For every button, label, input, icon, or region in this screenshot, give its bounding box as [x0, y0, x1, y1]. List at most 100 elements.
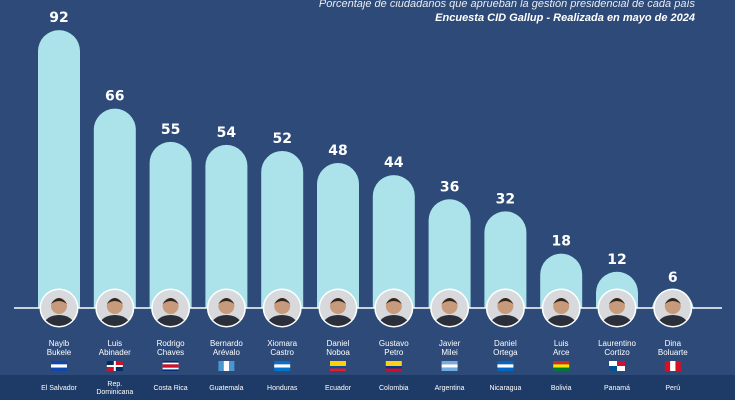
argentina-flag [441, 361, 458, 371]
portrait-body-3 [211, 315, 242, 326]
portrait-face-5 [330, 298, 346, 314]
portrait-2 [151, 288, 191, 328]
portrait-body-8 [490, 315, 521, 326]
portrait-body-2 [155, 315, 186, 326]
portrait-hair-8 [497, 298, 514, 304]
name-label-4-1: Castro [270, 348, 294, 357]
guatemala-flag [218, 361, 235, 371]
value-label-4: 52 [272, 131, 291, 147]
portrait-face-8 [497, 298, 514, 314]
portrait-9 [541, 288, 581, 328]
costa-rica-flag [162, 361, 179, 371]
portrait-face-4 [274, 298, 291, 314]
value-label-0: 92 [49, 10, 68, 26]
bar-4 [261, 150, 304, 308]
portrait-hair-7 [441, 298, 458, 304]
name-label-6-0: Gustavo [379, 339, 409, 348]
ecuador-flag [330, 361, 346, 371]
portrait-face-7 [441, 298, 458, 314]
country-label-1-1: Dominicana [96, 389, 133, 396]
country-label-1-0: Rep. [107, 381, 122, 388]
bar-7 [428, 199, 471, 308]
portrait-hair-10 [609, 298, 625, 304]
name-label-10-0: Laurentino [598, 339, 636, 348]
bar-0 [38, 30, 80, 308]
name-label-11-1: Boluarte [658, 348, 688, 357]
portrait-body-10 [602, 315, 632, 326]
value-label-6: 44 [384, 155, 404, 171]
value-label-7: 36 [440, 179, 459, 195]
name-label-11-0: Dina [665, 339, 682, 348]
name-label-9-1: Arce [553, 348, 570, 357]
portrait-hair-3 [218, 298, 235, 304]
panama-flag [609, 361, 625, 371]
portrait-4 [262, 288, 302, 328]
portrait-face-9 [553, 298, 570, 314]
name-label-2-1: Chaves [157, 348, 184, 357]
portrait-3 [206, 288, 246, 328]
portrait-body-5 [323, 315, 353, 326]
name-label-7-0: Javier [439, 339, 461, 348]
name-label-1-1: Abinader [99, 348, 131, 357]
country-label-4-0: Honduras [267, 385, 298, 392]
portrait-body-6 [378, 315, 409, 326]
portrait-11 [653, 288, 693, 328]
portrait-face-2 [162, 298, 179, 314]
portrait-face-1 [106, 298, 123, 314]
flag-strip [0, 375, 735, 400]
portrait-face-10 [609, 298, 625, 314]
country-label-9-0: Bolivia [551, 385, 572, 392]
portrait-hair-5 [330, 298, 346, 304]
nicaragua-flag [497, 361, 514, 371]
portrait-body-1 [99, 315, 130, 326]
value-label-8: 32 [496, 191, 515, 207]
bar-1 [93, 108, 136, 308]
portrait-face-3 [218, 298, 235, 314]
country-label-6-0: Colombia [379, 385, 409, 392]
name-label-6-1: Petro [384, 348, 404, 357]
portrait-1 [95, 288, 135, 328]
bar-5 [317, 163, 359, 308]
value-label-10: 12 [607, 252, 626, 268]
name-label-2-0: Rodrigo [157, 339, 186, 348]
country-label-0-0: El Salvador [41, 385, 77, 392]
bolivia-flag [553, 361, 570, 371]
dominican-republic-flag [106, 361, 123, 371]
country-label-5-0: Ecuador [325, 385, 352, 392]
country-label-7-0: Argentina [435, 385, 465, 392]
portrait-face-11 [664, 298, 681, 314]
portrait-hair-0 [51, 298, 67, 304]
portrait-7 [430, 288, 470, 328]
portrait-body-9 [546, 315, 577, 326]
portrait-body-4 [267, 315, 298, 326]
portrait-hair-4 [274, 298, 291, 304]
bar-6 [372, 175, 415, 308]
name-label-9-0: Luis [554, 339, 569, 348]
portrait-6 [374, 288, 414, 328]
portrait-body-0 [44, 315, 74, 326]
name-label-1-0: Luis [107, 339, 122, 348]
portrait-face-6 [385, 298, 402, 314]
portrait-hair-11 [664, 298, 681, 304]
country-label-10-0: Panamá [604, 385, 630, 392]
name-label-0-1: Bukele [47, 348, 72, 357]
value-label-9: 18 [551, 234, 570, 250]
country-label-11-0: Perú [665, 385, 680, 392]
subtitle-line-2: Encuesta CID Gallup - Realizada en mayo … [435, 12, 695, 24]
portrait-hair-9 [553, 298, 570, 304]
name-label-7-1: Milei [441, 348, 458, 357]
name-label-5-0: Daniel [327, 339, 350, 348]
bar-8 [484, 211, 527, 308]
portrait-body-7 [434, 315, 465, 326]
portrait-8 [485, 288, 525, 328]
bar-3 [205, 144, 248, 308]
name-label-8-0: Daniel [494, 339, 517, 348]
value-label-11: 6 [668, 270, 678, 286]
subtitle-line-1: Porcentaje de ciudadanos que aprueban la… [318, 0, 695, 10]
peru-flag [664, 361, 681, 371]
portrait-body-11 [657, 315, 688, 326]
chart-subtitle: Porcentaje de ciudadanos que aprueban la… [319, 0, 695, 25]
name-label-3-1: Arévalo [213, 348, 241, 357]
country-label-2-0: Costa Rica [153, 385, 187, 392]
name-label-3-0: Bernardo [210, 339, 243, 348]
